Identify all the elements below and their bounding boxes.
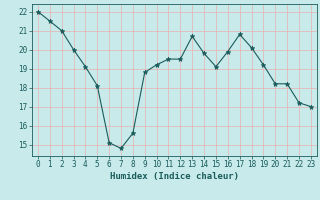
X-axis label: Humidex (Indice chaleur): Humidex (Indice chaleur) (110, 172, 239, 181)
